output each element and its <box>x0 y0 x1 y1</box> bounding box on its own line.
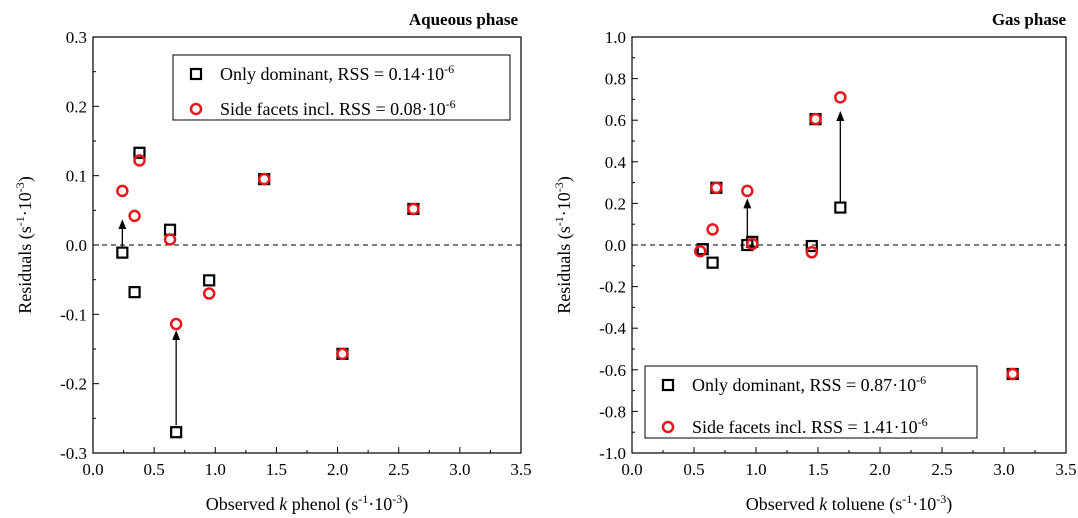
y-tick-label: 0.2 <box>605 194 626 213</box>
y-axis-title: Residuals (s-1·10-3) <box>13 176 36 314</box>
x-tick-label: 2.5 <box>388 460 409 479</box>
y-tick-label: -1.0 <box>599 444 626 463</box>
data-point-circle <box>202 287 216 300</box>
x-tick-label: 1.0 <box>205 460 226 479</box>
data-point-circle <box>1006 367 1019 381</box>
x-tick-label: 1.0 <box>745 460 766 479</box>
arrows <box>743 111 845 241</box>
data-point-circle <box>128 209 141 223</box>
data-point-square <box>203 274 216 287</box>
y-tick-label: 0.3 <box>66 28 87 47</box>
data-point-circle <box>741 184 754 198</box>
data-point-circle <box>336 347 349 361</box>
data-point-circle <box>706 223 719 236</box>
x-tick-label: 0.0 <box>621 460 642 479</box>
panel-title: Aqueous phase <box>409 10 519 29</box>
x-tick-label: 1.5 <box>266 460 287 479</box>
legend-marker-circle <box>189 102 203 116</box>
arrows <box>118 219 181 426</box>
y-tick-label: 0.2 <box>66 97 87 116</box>
x-tick-label: 3.5 <box>1055 460 1076 479</box>
y-tick-label: 0.0 <box>66 236 87 255</box>
x-tick-label: 3.0 <box>993 460 1014 479</box>
x-tick-label: 1.5 <box>807 460 828 479</box>
legend-marker-square <box>189 67 203 81</box>
legend-box <box>644 365 978 439</box>
y-axis-title: Residuals (s-1·10-3) <box>552 176 575 314</box>
x-axis-title: Observed k phenol (s-1·10-3) <box>206 492 408 515</box>
panel-title: Gas phase <box>992 10 1067 29</box>
gas-phase-panel: Gas phase 0.0 0.5 1.0 1.5 2.0 2.5 3.0 3.5 -1.0 -0… <box>552 10 1077 515</box>
legend-label: Side facets incl. RSS = 1.41·10-6 <box>692 415 928 437</box>
legend-marker-square <box>661 378 675 392</box>
y-tick-label: -0.2 <box>599 278 626 297</box>
y-tick-label: -0.4 <box>599 319 626 338</box>
x-tick-label: 0.5 <box>683 460 704 479</box>
x-tick-label: 2.5 <box>931 460 952 479</box>
legend-label: Side facets incl. RSS = 0.08·10-6 <box>220 97 456 119</box>
legend-box <box>172 54 511 121</box>
data-point-square <box>133 146 146 159</box>
data-points <box>693 91 1019 381</box>
data-points <box>116 146 420 439</box>
x-tick-label: 0.5 <box>144 460 165 479</box>
x-tick-label: 2.0 <box>869 460 890 479</box>
plot-frame: 0.0 0.5 1.0 1.5 2.0 2.5 3.0 3.5 -0.3 -0.2 -0.1 0.0 0… <box>60 28 532 479</box>
x-tick-label: 3.5 <box>510 460 531 479</box>
legend-label: Only dominant, RSS = 0.14·10-6 <box>220 62 454 84</box>
data-point-circle <box>163 233 177 246</box>
y-tick-label: -0.1 <box>60 305 87 324</box>
data-point-square <box>128 286 141 299</box>
data-point-circle <box>710 181 723 195</box>
data-point-circle <box>169 317 183 331</box>
y-tick-label: 0.4 <box>605 153 627 172</box>
data-point-square <box>834 201 847 214</box>
data-point-circle <box>746 237 759 251</box>
data-point-circle <box>809 112 822 126</box>
x-tick-label: 0.0 <box>82 460 103 479</box>
y-tick-label: 0.8 <box>605 70 626 89</box>
data-point-circle <box>407 202 420 216</box>
x-tick-label: 2.0 <box>327 460 348 479</box>
data-point-circle <box>693 244 707 258</box>
x-axis-title: Observed k toluene (s-1·10-3) <box>746 492 952 515</box>
data-point-circle <box>116 184 129 198</box>
y-tick-label: 0.0 <box>605 236 626 255</box>
y-tick-label: -0.8 <box>599 402 626 421</box>
data-point-circle <box>257 172 271 186</box>
legend: Only dominant, RSS = 0.14·10-6 Side facet… <box>172 54 511 121</box>
data-point-square <box>706 256 719 269</box>
data-point-square <box>170 426 183 439</box>
y-tick-label: 0.1 <box>66 167 87 186</box>
x-tick-label: 3.0 <box>449 460 470 479</box>
y-tick-label: -0.2 <box>60 375 87 394</box>
aqueous-phase-panel: Aqueous phase 0.0 0.5 1.0 1.5 2.0 2.5 3.0 3.5 -0… <box>13 10 532 515</box>
legend: Only dominant, RSS = 0.87·10-6 Side facet… <box>644 365 978 439</box>
y-tick-label: -0.6 <box>599 361 626 380</box>
data-point-circle <box>133 154 146 167</box>
legend-label: Only dominant, RSS = 0.87·10-6 <box>692 373 926 395</box>
legend-marker-circle <box>661 420 675 434</box>
data-point-circle <box>834 91 847 104</box>
data-point-square <box>805 239 818 253</box>
plot-frame: 0.0 0.5 1.0 1.5 2.0 2.5 3.0 3.5 -1.0 -0.8 -0.6 -0.4… <box>599 28 1077 479</box>
data-point-circle <box>805 246 819 259</box>
data-point-square <box>116 246 129 259</box>
y-tick-label: 1.0 <box>605 28 626 47</box>
y-tick-label: 0.6 <box>605 111 626 130</box>
y-tick-label: -0.3 <box>60 444 87 463</box>
data-point-square <box>696 243 709 256</box>
